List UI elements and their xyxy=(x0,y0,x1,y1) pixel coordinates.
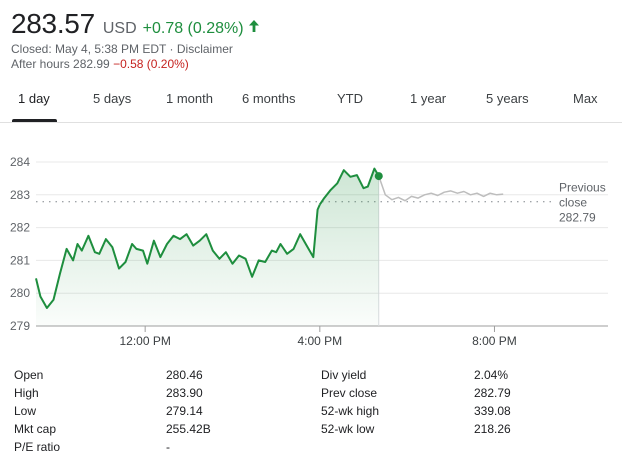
after-hours-change: −0.58 (0.20%) xyxy=(113,57,189,71)
x-tick-label: 8:00 PM xyxy=(472,334,517,348)
stat-value: 218.26 xyxy=(474,422,511,436)
tabs-divider xyxy=(0,122,622,123)
quote-header: 283.57 USD +0.78 (0.28%) Closed: May 4, … xyxy=(11,8,260,72)
stat-label: Prev close xyxy=(321,386,378,400)
price-line xyxy=(318,167,380,206)
stat-value: 283.90 xyxy=(166,386,203,400)
after-hours-row: After hours 282.99 −0.58 (0.20%) xyxy=(11,57,260,72)
stat-label: Div yield xyxy=(321,368,367,382)
stat-label: Low xyxy=(14,404,37,418)
stat-value: 2.04% xyxy=(474,368,509,382)
tab-5-days[interactable]: 5 days xyxy=(93,91,132,106)
meta-separator: · xyxy=(169,42,174,56)
stat-value: 282.79 xyxy=(474,386,511,400)
stat-label: 52-wk low xyxy=(321,422,375,436)
y-tick-label: 282 xyxy=(10,221,30,235)
stat-label: High xyxy=(14,386,39,400)
previous-close-label: close xyxy=(559,196,587,210)
stat-label: P/E ratio xyxy=(14,440,61,454)
tab-1-month[interactable]: 1 month xyxy=(166,91,213,106)
stat-label: 52-wk high xyxy=(321,404,380,418)
y-tick-label: 279 xyxy=(10,319,30,333)
stat-value: 279.14 xyxy=(166,404,203,418)
previous-close-value: 282.79 xyxy=(559,211,596,225)
x-tick-label: 4:00 PM xyxy=(297,334,342,348)
tab-max[interactable]: Max xyxy=(573,91,598,106)
stat-value: - xyxy=(166,440,170,454)
arrow-up-icon xyxy=(248,20,259,32)
price-row: 283.57 USD +0.78 (0.28%) xyxy=(11,8,260,40)
y-tick-label: 283 xyxy=(10,188,30,202)
after-hours-price: After hours 282.99 xyxy=(11,57,110,71)
range-tabs: 1 day 5 days 1 month 6 months YTD 1 year… xyxy=(0,84,622,122)
price-area-fill xyxy=(36,168,379,326)
stat-label: Mkt cap xyxy=(14,422,57,436)
price-chart[interactable]: 284 283 282 281 280 279 12:00 PM 4:00 PM 8:00 PM… xyxy=(0,140,622,355)
currency-label: USD xyxy=(102,20,137,37)
price-line xyxy=(35,204,321,309)
tab-1-year[interactable]: 1 year xyxy=(410,91,447,106)
previous-close-label: Previous xyxy=(559,181,606,195)
market-status: Closed: May 4, 5:38 PM EDT · Disclaimer xyxy=(11,42,260,57)
closed-time: Closed: May 4, 5:38 PM EDT xyxy=(11,42,167,56)
disclaimer-link[interactable]: Disclaimer xyxy=(176,42,233,56)
tab-1-day[interactable]: 1 day xyxy=(18,91,50,106)
current-price: 283.57 xyxy=(11,8,95,39)
price-change: +0.78 (0.28%) xyxy=(142,20,244,37)
tab-ytd[interactable]: YTD xyxy=(337,91,363,106)
stat-value: 339.08 xyxy=(474,404,511,418)
last-price-dot xyxy=(374,172,383,181)
tab-6-months[interactable]: 6 months xyxy=(242,91,296,106)
tab-5-years[interactable]: 5 years xyxy=(486,91,529,106)
x-tick-label: 12:00 PM xyxy=(119,334,170,348)
active-tab-indicator xyxy=(12,119,57,122)
y-tick-label: 280 xyxy=(10,286,30,300)
y-tick-label: 284 xyxy=(10,155,30,169)
stat-value: 280.46 xyxy=(166,368,203,382)
y-tick-label: 281 xyxy=(10,253,30,267)
after-hours-line xyxy=(378,175,504,202)
stat-value: 255.42B xyxy=(166,422,211,436)
stat-label: Open xyxy=(14,368,44,382)
